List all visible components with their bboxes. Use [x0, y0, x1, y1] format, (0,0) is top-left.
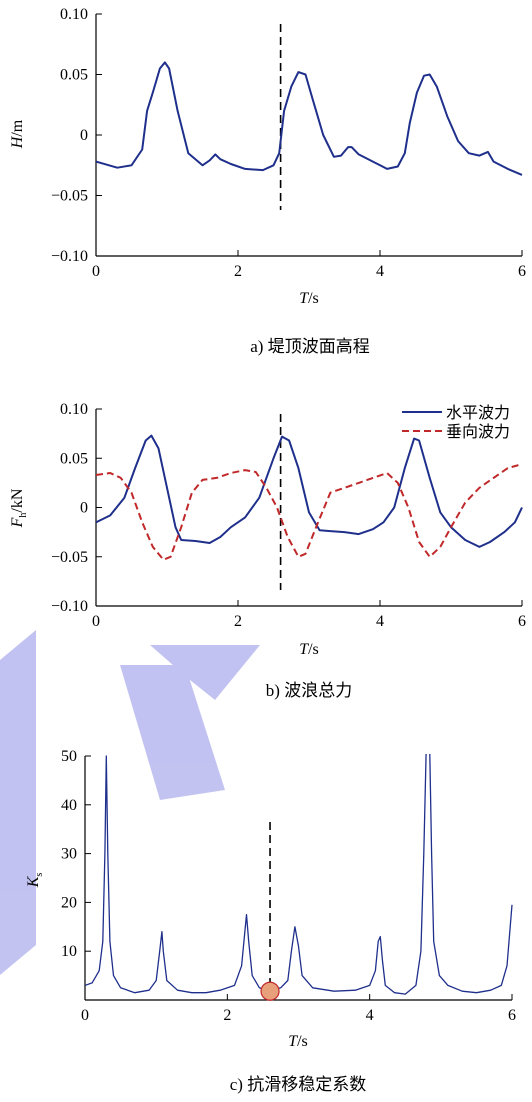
chart-b-ytick-label: −0.10 — [51, 598, 88, 615]
chart-c-xtick-label: 0 — [81, 1007, 89, 1024]
chart-a-ylabel: H/m — [9, 119, 26, 149]
chart-c-marker — [260, 981, 280, 1001]
chart-c-ylabel-main: K — [25, 875, 42, 888]
chart-b-series — [96, 434, 523, 561]
chart-c-ytick-label: 30 — [61, 846, 77, 863]
chart-b-xtick-label: 0 — [92, 613, 100, 630]
chart-c-yticks: 10 20 30 40 50 — [61, 748, 91, 960]
chart-b-ylabel: Fh/kN — [9, 488, 29, 528]
chart-b-ytick-label: −0.05 — [51, 549, 88, 566]
chart-a-xlabel-unit: /s — [308, 290, 319, 307]
chart-a-yticks: −0.10 −0.05 0 0.05 0.10 — [51, 6, 102, 265]
chart-c-ylabel-sub: s — [34, 873, 45, 877]
chart-a-ytick-label: 0.05 — [60, 67, 88, 84]
chart-c-xlabel-unit: /s — [297, 1033, 308, 1050]
chart-c-axes — [84, 756, 512, 1001]
chart-b-yticks: −0.10 −0.05 0 0.05 0.10 — [51, 401, 102, 615]
chart-c-xlabel: T/s — [288, 1033, 308, 1050]
chart-b-xtick-label: 6 — [518, 613, 526, 630]
chart-c-ytick-label: 50 — [61, 748, 77, 765]
chart-a-xtick-label: 4 — [376, 263, 384, 280]
chart-a-axes — [95, 14, 522, 257]
chart-c-caption: c) 抗滑移稳定系数 — [230, 1075, 366, 1094]
chart-a: −0.10 −0.05 0 0.05 0.10 0 2 4 6 H/m T/s a) 堤顶波面… — [9, 6, 526, 356]
chart-a-series-line-0 — [96, 61, 523, 176]
chart-a-ylabel-main: H — [9, 135, 26, 149]
chart-a-caption: a) 堤顶波面高程 — [250, 337, 369, 356]
chart-c-series-line-0 — [85, 754, 513, 995]
chart-c-xtick-label: 2 — [223, 1007, 231, 1024]
chart-b-xlabel: T/s — [299, 641, 319, 658]
chart-b-series-line-1 — [96, 464, 522, 561]
chart-c-xticks: 0 2 4 6 — [81, 994, 516, 1024]
chart-c-xtick-label: 4 — [366, 1007, 374, 1024]
chart-b-xticks: 0 2 4 6 — [92, 600, 526, 630]
chart-a-xticks: 0 2 4 6 — [92, 250, 526, 280]
legend-label-horizontal: 水平波力 — [446, 404, 510, 422]
chart-c-series — [85, 754, 513, 995]
chart-a-xtick-label: 0 — [92, 263, 100, 280]
watermark — [0, 630, 260, 975]
chart-a-xlabel-main: T — [299, 290, 309, 307]
chart-c-ylabel: Ks — [25, 873, 45, 889]
chart-b-caption: b) 波浪总力 — [266, 681, 352, 700]
chart-b-xtick-label: 4 — [376, 613, 384, 630]
chart-a-xtick-label: 6 — [518, 263, 526, 280]
legend-label-vertical: 垂向波力 — [446, 423, 510, 441]
chart-c-ytick-label: 10 — [61, 943, 77, 960]
chart-b-xlabel-unit: /s — [308, 641, 319, 658]
chart-b-xtick-label: 2 — [234, 613, 242, 630]
chart-b-series-line-0 — [96, 434, 523, 548]
chart-a-xlabel: T/s — [299, 290, 319, 307]
chart-c-marker-group — [260, 981, 280, 1001]
chart-b-ytick-label: 0.05 — [60, 450, 88, 467]
chart-b-ylabel-main: F — [9, 517, 26, 528]
chart-c-ytick-label: 20 — [61, 894, 77, 911]
chart-b-ytick-label: 0.10 — [60, 401, 88, 418]
chart-b: −0.10 −0.05 0 0.05 0.10 0 2 4 6 水平波力 垂向波力 Fh/kN… — [9, 401, 526, 700]
chart-b-ytick-label: 0 — [80, 500, 88, 517]
chart-a-ytick-label: 0.10 — [60, 6, 88, 23]
chart-a-series — [96, 61, 523, 176]
chart-a-ytick-label: 0 — [80, 127, 88, 144]
chart-b-xlabel-main: T — [299, 641, 309, 658]
chart-a-ytick-label: −0.05 — [51, 188, 88, 205]
chart-b-ylabel-unit: /kN — [9, 488, 26, 512]
chart-a-ylabel-unit: /m — [9, 119, 26, 136]
chart-c: 10 20 30 40 50 0 2 4 6 Ks T/s c) 抗滑移稳定系数 — [25, 748, 516, 1094]
chart-a-ytick-label: −0.10 — [51, 248, 88, 265]
chart-c-xtick-label: 6 — [508, 1007, 516, 1024]
chart-c-ytick-label: 40 — [61, 797, 77, 814]
chart-c-xlabel-main: T — [288, 1033, 298, 1050]
chart-b-legend: 水平波力 垂向波力 — [402, 404, 510, 441]
chart-b-ylabel-sub: h — [18, 513, 29, 518]
chart-a-xtick-label: 2 — [234, 263, 242, 280]
